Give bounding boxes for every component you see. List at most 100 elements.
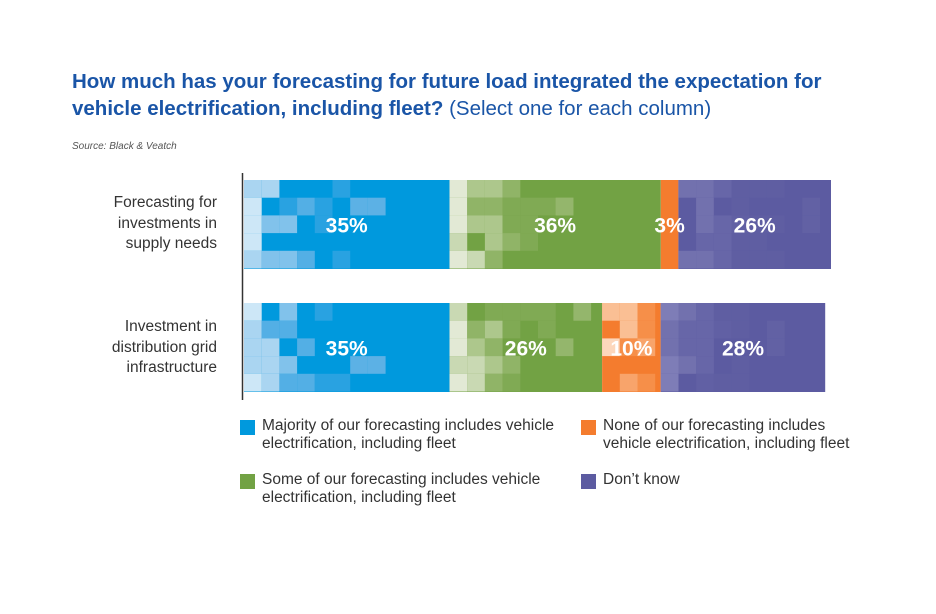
legend-label-line: vehicle electrification, including fleet	[603, 434, 850, 452]
bar-texture-tile	[731, 197, 750, 216]
bar-texture-tile	[520, 303, 538, 321]
bar-texture-tile	[484, 338, 503, 357]
bar-texture-tile	[467, 356, 485, 374]
bar-texture-tile	[731, 320, 750, 339]
bar-texture-tile	[713, 303, 732, 321]
bar-texture-tile	[713, 180, 732, 198]
bar-texture-tile	[637, 373, 656, 392]
bar-texture-tile	[502, 356, 521, 374]
bar-texture-tile	[502, 197, 521, 216]
bar-texture-tile	[279, 303, 298, 321]
bar-texture-tile	[696, 180, 714, 198]
bar-texture-tile	[484, 373, 503, 392]
bar-texture-tile	[279, 320, 298, 339]
bar-texture-tile	[502, 320, 521, 339]
bar-texture-tile	[767, 338, 785, 357]
bar-texture-tile	[538, 320, 556, 339]
legend-label-line: Don’t know	[603, 471, 680, 488]
bar-texture-tile	[484, 250, 503, 269]
bar-texture-tile	[731, 356, 750, 374]
bar-texture-tile	[731, 250, 750, 269]
bar-texture-tile	[484, 356, 503, 374]
title-note: (Select one for each column)	[449, 97, 712, 120]
bar-texture-tile	[449, 338, 468, 357]
bar-texture-tile	[713, 233, 732, 251]
bar-texture-tile	[484, 303, 503, 321]
bar-texture-tile	[678, 320, 697, 339]
value-label-dont-know-row2: 28%	[722, 338, 764, 361]
bar-texture-tile	[297, 197, 315, 216]
bar-texture-tile	[314, 303, 333, 321]
legend-label-line: None of our forecasting includes	[603, 417, 826, 434]
bar-texture-tile	[731, 233, 750, 251]
bar-texture-tile	[731, 373, 750, 392]
bar-texture-tile	[619, 373, 638, 392]
bar-texture-tile	[731, 180, 750, 198]
bar-texture-tile	[261, 373, 280, 392]
bar-texture-tile	[619, 338, 638, 357]
bar-texture-tile	[350, 197, 368, 216]
bar-texture-tile	[619, 303, 638, 321]
bar-texture-tile	[696, 320, 714, 339]
bar-texture-tile	[332, 373, 351, 392]
bar-texture-tile	[261, 215, 280, 234]
bar-texture-tile	[332, 180, 351, 198]
bar-texture-tile	[279, 373, 298, 392]
bar-texture-tile	[713, 320, 732, 339]
source-note: Source: Black & Veatch	[72, 141, 177, 152]
category-label-line: Investment in	[124, 318, 217, 335]
category-label-line: investments in	[117, 214, 217, 232]
bar-texture-tile	[696, 356, 714, 374]
bar-texture-tile	[678, 356, 697, 374]
bar-texture-tile	[520, 215, 538, 234]
legend-swatch-some	[240, 474, 255, 489]
bar-texture-tile	[802, 197, 820, 216]
bar-texture-tile	[602, 338, 620, 357]
chart-title: How much has your forecasting for future…	[72, 68, 892, 122]
bar-texture-tile	[484, 215, 503, 234]
legend-label-line: Majority of our forecasting includes veh…	[262, 417, 555, 434]
category-label-supply-needs: Forecasting for investments in supply ne…	[32, 193, 217, 255]
bar-texture-tile	[297, 338, 315, 357]
bar-texture-tile	[244, 215, 262, 234]
bar-texture-tile	[678, 338, 697, 357]
bar-texture-tile	[502, 180, 521, 198]
legend-swatch-none	[581, 420, 596, 435]
bar-texture-tile	[314, 197, 333, 216]
bar-texture-tile	[244, 180, 262, 198]
bar-texture-tile	[660, 373, 679, 392]
bar-texture-tile	[696, 373, 714, 392]
bar-texture-tile	[244, 338, 262, 357]
bar-texture-tile	[637, 303, 656, 321]
bar-texture-tile	[749, 250, 767, 269]
legend-swatch-dont-know	[581, 474, 596, 489]
bar-texture-tile	[520, 197, 538, 216]
bar-texture-tile	[660, 356, 679, 374]
bar-texture-tile	[637, 320, 656, 339]
bar-texture-tile	[244, 303, 262, 321]
bar-texture-tile	[449, 320, 468, 339]
bar-texture-tile	[766, 250, 785, 269]
bar-texture-tile	[261, 356, 280, 374]
bar-texture-tile	[449, 180, 468, 198]
bar-texture-tile	[467, 373, 485, 392]
bar-texture-tile	[279, 250, 298, 269]
bar-texture-tile	[279, 215, 298, 234]
bar-texture-tile	[449, 233, 468, 251]
bar-texture-tile	[367, 356, 386, 374]
bar-texture-tile	[555, 338, 574, 357]
bar-texture-tile	[502, 303, 521, 321]
bar-texture-tile	[637, 338, 656, 357]
bar-texture-tile	[261, 320, 280, 339]
bar-texture-tile	[350, 356, 368, 374]
value-label-none-row1: 3%	[654, 215, 685, 238]
bar-none-row1	[660, 180, 679, 269]
category-label-line: Forecasting for	[113, 194, 217, 211]
bar-texture-tile	[449, 356, 468, 374]
bar-texture-tile	[449, 373, 468, 392]
bar-texture-tile	[297, 373, 315, 392]
bar-texture-tile	[555, 197, 574, 216]
bar-texture-tile	[731, 303, 750, 321]
bar-texture-tile	[244, 233, 262, 251]
bar-texture-tile	[484, 233, 503, 251]
